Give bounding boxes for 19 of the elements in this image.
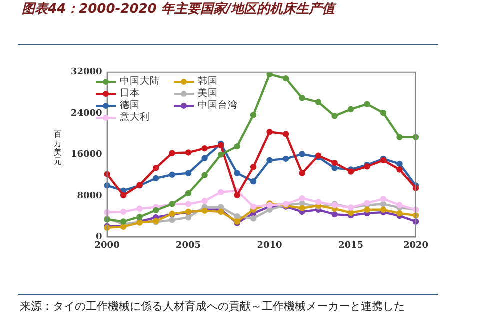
legend-label: 德国 <box>120 100 140 112</box>
y-tick-label: 32000 <box>71 68 102 78</box>
source-note: 来源：タイの工作機械に係る人材育成への貢献～工作機械メーカーと連携した <box>20 299 405 314</box>
y-axis-title: 百万美元 <box>54 130 63 166</box>
y-tick-label: 8000 <box>77 191 102 202</box>
chart-title: 图表44：2000-2020 年主要国家/地区的机床生产值 <box>22 0 336 18</box>
legend-label: 韩国 <box>198 76 218 88</box>
legend-label: 美国 <box>198 88 218 100</box>
legend-label: 意大利 <box>120 112 150 124</box>
legend-label: 中国台湾 <box>198 100 238 112</box>
legend-label: 日本 <box>120 88 140 100</box>
x-tick-label: 2000 <box>94 240 120 251</box>
legend-label: 中国大陆 <box>120 76 160 88</box>
x-tick-label: 2020 <box>403 240 429 251</box>
y-tick-label: 24000 <box>71 108 102 119</box>
y-tick-label: 16000 <box>71 150 102 160</box>
x-tick-label: 2005 <box>176 240 202 251</box>
x-tick-label: 2010 <box>257 240 282 251</box>
x-tick-label: 2015 <box>338 240 364 251</box>
